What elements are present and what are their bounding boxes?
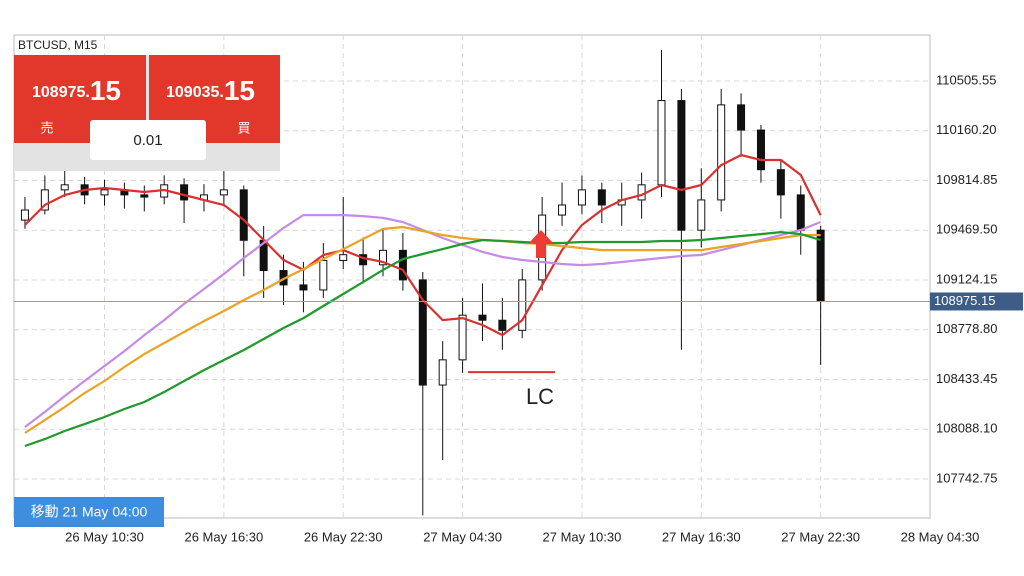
moving-average [24, 153, 822, 337]
candle-body [657, 100, 666, 186]
candle-body [756, 129, 765, 171]
candle-body [498, 319, 507, 331]
sell-price: 108975.15 [32, 75, 121, 106]
status: 移動 21 May 04:00 [31, 504, 148, 520]
candle-body [379, 249, 388, 266]
y-tick-label: 108088.10 [936, 421, 997, 436]
candle-body [100, 189, 109, 196]
candle-body [518, 279, 527, 331]
candle-body [339, 254, 348, 261]
buy-price: 109035.15 [166, 75, 255, 106]
candle-body [418, 279, 427, 386]
candle-body [60, 184, 69, 191]
y-tick-label: 109814.85 [936, 172, 997, 187]
candle-body [140, 194, 149, 198]
x-tick-label: 27 May 16:30 [662, 529, 741, 544]
last-price-tag [930, 292, 1023, 311]
candle-body [677, 100, 686, 231]
candle-body [239, 189, 248, 241]
x-tick-label: 26 May 22:30 [304, 529, 383, 544]
trade-panel: 108975.15 109035.15 売 買 0.01 [14, 55, 280, 171]
y-tick-label: 107742.75 [936, 470, 997, 485]
chart-title: BTCUSD, M15 [18, 38, 98, 52]
candle-body [319, 259, 328, 291]
sell-price-main: 108975. [32, 84, 90, 101]
y-tick-label: 110160.20 [936, 122, 997, 137]
candle-body [577, 189, 586, 206]
last-price-label: 108975.15 [934, 293, 995, 308]
buy-price-big: 15 [224, 75, 255, 106]
candle-body [219, 189, 228, 196]
y-tick-label: 108778.80 [936, 321, 997, 336]
candle-body [299, 284, 308, 291]
candle-body [180, 184, 189, 201]
annotation-label: LC [526, 384, 554, 409]
x-tick-label: 26 May 10:30 [65, 529, 144, 544]
candle-body [637, 184, 646, 201]
y-tick-label: 110505.55 [936, 72, 997, 87]
candle-body [816, 229, 825, 302]
buy-price-main: 109035. [166, 84, 224, 101]
buy-arrow [529, 230, 553, 258]
candle-body [697, 199, 706, 231]
candle-body [776, 169, 785, 196]
candle-body [438, 359, 447, 386]
candle-body [40, 189, 49, 211]
candle-body [20, 209, 29, 221]
candle-body [737, 104, 746, 131]
plot-frame [13, 34, 931, 519]
x-tick-label: 28 May 04:30 [901, 529, 980, 544]
candle-body [398, 249, 407, 281]
candle-body [796, 194, 805, 231]
y-tick-label: 109469.50 [936, 222, 997, 237]
candle-body [478, 314, 487, 321]
buy-label: 買 [237, 120, 250, 135]
x-tick-label: 26 May 16:30 [184, 529, 263, 544]
candle-body [597, 189, 606, 206]
y-tick-label: 108433.45 [936, 371, 997, 386]
candle-body [458, 314, 467, 361]
x-tick-label: 27 May 04:30 [423, 529, 502, 544]
moving-average [24, 230, 821, 448]
y-tick-label: 109124.15 [936, 271, 997, 286]
x-tick-label: 27 May 22:30 [781, 529, 860, 544]
sell-price-big: 15 [90, 75, 121, 106]
volume: 0.01 [133, 132, 162, 149]
volume-box[interactable] [90, 120, 206, 160]
status-bg [14, 497, 164, 527]
x-tick-label: 27 May 10:30 [543, 529, 622, 544]
moving-average [24, 225, 821, 434]
sell-label: 売 [40, 120, 53, 135]
candle-body [558, 204, 567, 216]
candle-body [717, 104, 726, 201]
